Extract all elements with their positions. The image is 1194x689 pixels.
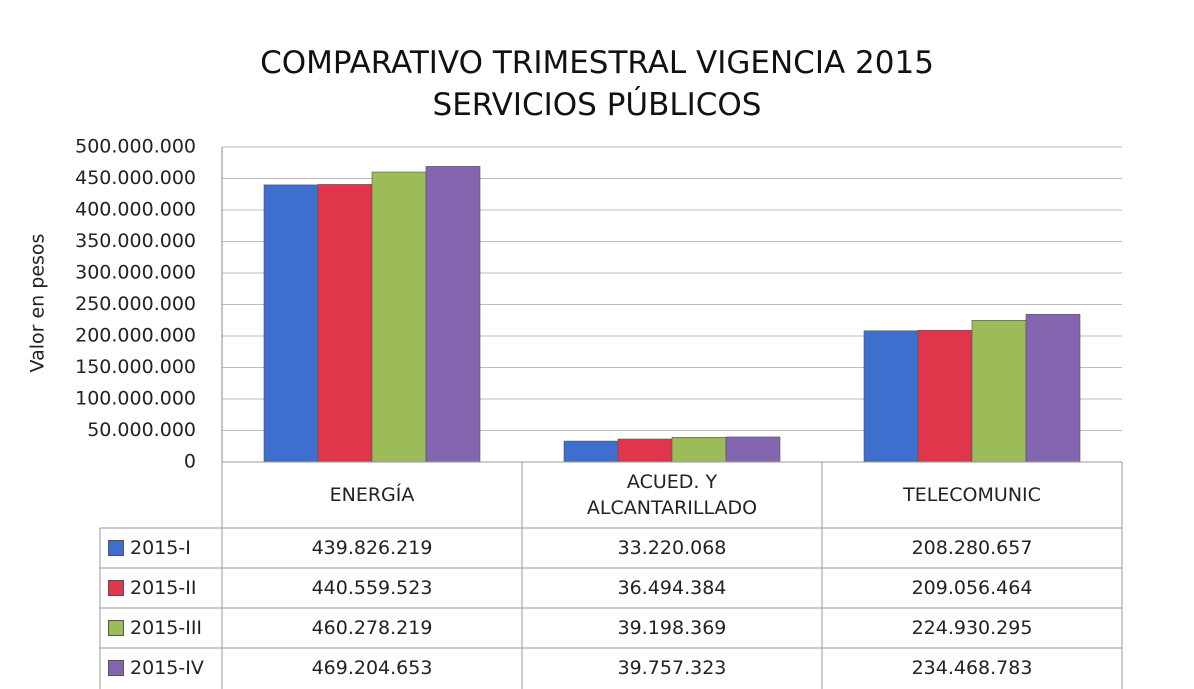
legend-swatch — [108, 580, 124, 596]
legend-label: 2015-IV — [130, 657, 204, 679]
x-tick-label: ENERGÍA — [329, 484, 415, 506]
legend-item: 2015-III — [100, 608, 222, 648]
bar — [317, 184, 373, 463]
y-tick-label: 300.000.000 — [75, 262, 196, 284]
y-axis-title: Valor en pesos — [27, 234, 49, 373]
data-label: 234.468.783 — [911, 657, 1033, 679]
legend-swatch — [108, 660, 124, 676]
data-label: 39.198.369 — [617, 617, 727, 639]
data-label: 209.056.464 — [911, 577, 1033, 599]
y-tick-label: 200.000.000 — [75, 325, 196, 347]
legend-item: 2015-I — [100, 528, 222, 568]
legend-swatch — [108, 620, 124, 636]
bar — [425, 166, 481, 463]
bar — [917, 329, 973, 463]
data-label: 439.826.219 — [311, 537, 433, 559]
y-tick-label: 400.000.000 — [75, 199, 196, 221]
legend-swatch — [108, 540, 124, 556]
bar — [617, 438, 673, 463]
data-label: 36.494.384 — [617, 577, 727, 599]
legend-label: 2015-I — [130, 537, 191, 559]
data-label: 39.757.323 — [617, 657, 727, 679]
data-label: 224.930.295 — [911, 617, 1033, 639]
x-tick-label: ACUED. Y ALCANTARILLADO — [586, 471, 758, 519]
y-tick-label: 0 — [184, 451, 196, 473]
bar — [263, 184, 319, 463]
y-tick-label: 500.000.000 — [75, 136, 196, 158]
y-tick-label: 150.000.000 — [75, 356, 196, 378]
y-tick-label: 250.000.000 — [75, 293, 196, 315]
data-label: 469.204.653 — [311, 657, 433, 679]
y-tick-label: 450.000.000 — [75, 167, 196, 189]
data-label: 440.559.523 — [311, 577, 433, 599]
chart-title: COMPARATIVO TRIMESTRAL VIGENCIA 2015 SER… — [260, 45, 934, 123]
legend-label: 2015-II — [130, 577, 197, 599]
legend-item: 2015-IV — [100, 648, 222, 688]
bar — [371, 171, 427, 463]
bar — [563, 440, 619, 463]
bar — [671, 437, 727, 463]
legend-label: 2015-III — [130, 617, 203, 639]
y-tick-label: 350.000.000 — [75, 230, 196, 252]
y-tick-label: 50.000.000 — [87, 419, 196, 441]
bar — [971, 319, 1027, 463]
bar — [863, 330, 919, 463]
data-label: 33.220.068 — [617, 537, 727, 559]
x-tick-label: TELECOMUNIC — [903, 484, 1041, 506]
data-label: 208.280.657 — [911, 537, 1033, 559]
legend-item: 2015-II — [100, 568, 222, 608]
data-label: 460.278.219 — [311, 617, 433, 639]
y-tick-label: 100.000.000 — [75, 388, 196, 410]
bar — [725, 436, 781, 463]
bar — [1025, 313, 1081, 463]
